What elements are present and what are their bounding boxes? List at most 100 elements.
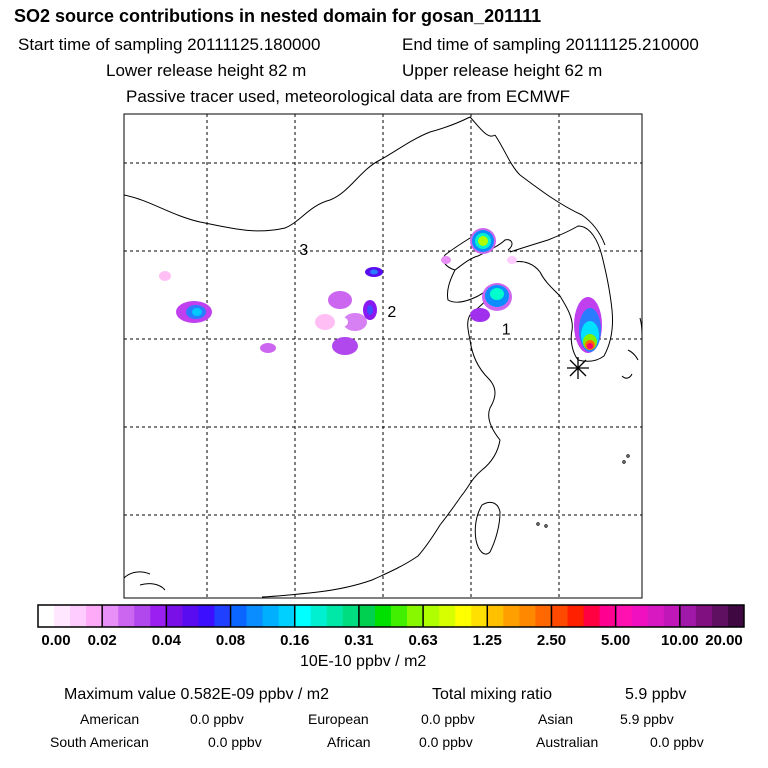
region-name-american: American: [80, 711, 140, 727]
colorbar-frame: [37, 604, 745, 628]
colorbar-swatch: [230, 605, 248, 627]
hainan-area: [124, 571, 166, 591]
colorbar-swatch: [294, 605, 312, 627]
upper-release-label: Upper release height 62 m: [402, 61, 603, 80]
plume-central-c: [343, 313, 367, 331]
end-time-label: End time of sampling 20111125.210000: [402, 35, 699, 54]
colorbar-swatch: [567, 605, 585, 627]
plume-central-h: [370, 269, 378, 275]
colorbar-swatch: [663, 605, 681, 627]
colorbar-swatch: [118, 605, 135, 627]
colorbar-swatch: [342, 605, 360, 627]
maximum-value: Maximum value 0.582E-09 ppbv / m2: [64, 686, 330, 703]
japan-west: [621, 317, 642, 379]
colorbar-swatch: [54, 605, 71, 627]
region-value-european: 0.0 ppbv: [421, 711, 475, 727]
lower-release-label: Lower release height 82 m: [106, 61, 307, 80]
colorbar-swatch: [38, 605, 55, 627]
coastline-korea: [509, 225, 613, 362]
start-time-label: Start time of sampling 20111125.180000: [18, 35, 321, 54]
source-rank-marker: 2: [387, 304, 396, 321]
colorbar-swatch: [631, 605, 649, 627]
region-name-african: African: [327, 734, 371, 750]
colorbar-tick-label: 0.04: [151, 632, 181, 649]
region-value-south-american: 0.0 ppbv: [208, 734, 262, 750]
receptor-star-stroke: [569, 359, 587, 377]
colorbar-swatch: [599, 605, 617, 627]
colorbar-swatch: [551, 605, 568, 627]
source-rank-marker: 1: [502, 321, 511, 338]
colorbar-swatch: [391, 605, 408, 627]
colorbar-swatch: [70, 605, 87, 627]
region-name-european: European: [308, 711, 369, 727]
colorbar-swatch: [615, 605, 633, 627]
total-mixing-value: 5.9 ppbv: [625, 686, 687, 703]
colorbar-swatch: [535, 605, 552, 627]
region-name-south-american: South American: [50, 734, 149, 750]
region-name-australian: Australian: [536, 734, 599, 750]
colorbar-tick-label: 1.25: [472, 632, 502, 649]
colorbar-tick-label: 20.00: [705, 632, 743, 649]
colorbar-swatch: [102, 605, 119, 627]
colorbar-tick-label: 0.02: [87, 632, 117, 649]
colorbar-swatch: [423, 605, 440, 627]
colorbar-tick-label: 0.00: [41, 632, 71, 649]
source-rank-marker: 3: [299, 242, 308, 259]
colorbar-tick-label: 0.31: [344, 632, 374, 649]
region-value-australian: 0.0 ppbv: [650, 734, 704, 750]
border-korea: [519, 174, 606, 246]
island-2: [544, 524, 548, 528]
plume-white-hole: [336, 317, 348, 327]
land-outlines: [124, 116, 642, 598]
map-layer: 1 2 3: [124, 114, 642, 598]
colorbar-swatch: [166, 605, 183, 627]
colorbar-swatch: [519, 605, 536, 627]
taiwan: [474, 501, 501, 555]
tracer-note: Passive tracer used, meteorological data…: [126, 87, 571, 106]
source-markers: 1 2 3: [299, 242, 510, 338]
colorbar-swatch: [487, 605, 504, 627]
colorbar-swatch: [711, 605, 729, 627]
colorbar-swatch: [278, 605, 296, 627]
island-3: [622, 460, 626, 464]
plot-title: SO2 source contributions in nested domai…: [14, 6, 542, 26]
colorbar-swatch: [182, 605, 199, 627]
total-mixing-label: Total mixing ratio: [432, 686, 553, 703]
island-1: [536, 522, 540, 526]
plume-bohai-side: [441, 256, 451, 264]
plume-central-b: [315, 314, 335, 330]
plume-west-peak: [192, 308, 202, 316]
colorbar-swatch: [583, 605, 601, 627]
colorbar-swatch: [86, 605, 103, 627]
colorbar-swatch: [647, 605, 665, 627]
colorbar-tick-label: 0.08: [215, 632, 246, 649]
plume-korea-peak: [587, 343, 593, 349]
colorbar-swatch: [310, 605, 328, 627]
colorbar-swatch: [358, 605, 376, 627]
colorbar-tick-label: 10.00: [661, 632, 699, 649]
colorbar-swatch: [727, 605, 745, 627]
colorbar-tick-label: 5.00: [601, 632, 631, 649]
region-value-african: 0.0 ppbv: [419, 734, 473, 750]
colorbar-swatch: [471, 605, 488, 627]
grid-lines: [124, 114, 642, 598]
colorbar-swatch: [695, 605, 713, 627]
region-value-american: 0.0 ppbv: [190, 711, 244, 727]
colorbar-tick-label: 0.16: [280, 632, 310, 649]
colorbar: [38, 605, 745, 627]
colorbar-swatch: [246, 605, 264, 627]
plume-central-f: [367, 305, 373, 315]
map-frame: [123, 113, 643, 599]
colorbar-swatch: [198, 605, 215, 627]
colorbar-swatch: [214, 605, 232, 627]
receptor-star-icon: [567, 357, 589, 379]
plume-central-d: [332, 337, 358, 355]
colorbar-swatch: [455, 605, 472, 627]
colorbar-swatch: [134, 605, 151, 627]
plume-bohai-core: [478, 236, 488, 246]
colorbar-swatch: [150, 605, 167, 627]
colorbar-swatch: [326, 605, 344, 627]
colorbar-swatch: [503, 605, 520, 627]
plume-shandong-core: [490, 288, 504, 300]
